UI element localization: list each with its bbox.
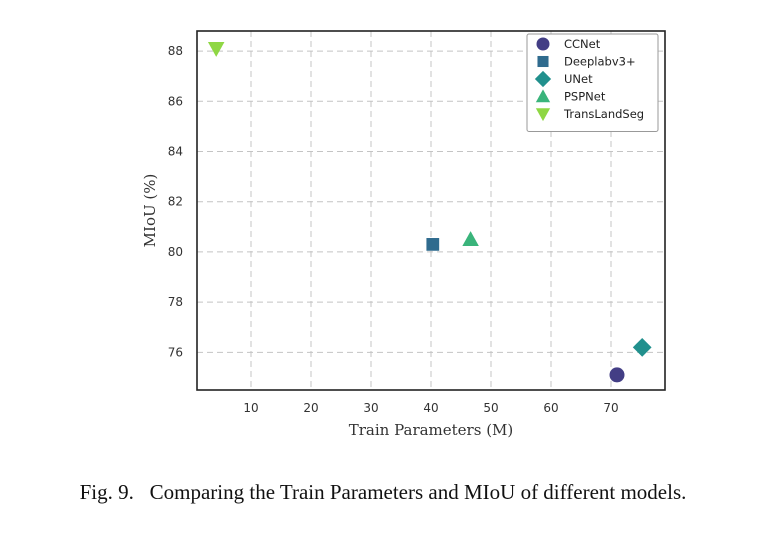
x-axis-ticks: 10 20 30 40 50 60 70 xyxy=(243,401,618,415)
x-tick-label: 60 xyxy=(543,401,558,415)
legend-marker-deeplabv3 xyxy=(537,55,549,68)
legend-label-pspnet: PSPNet xyxy=(564,90,606,104)
y-tick-label: 82 xyxy=(168,195,183,209)
legend: CCNet Deeplabv3+ UNet PSPNet TransLandSeg xyxy=(526,33,659,132)
legend-label-ccnet: CCNet xyxy=(564,37,601,51)
point-pspnet xyxy=(462,231,479,246)
legend-marker-translandseg xyxy=(535,108,551,122)
x-tick-label: 70 xyxy=(603,401,618,415)
legend-label-translandseg: TransLandSeg xyxy=(563,107,644,121)
y-axis-label: MIoU (%) xyxy=(141,174,159,248)
x-tick-label: 40 xyxy=(423,401,438,415)
y-axis-ticks: 76 78 80 82 84 86 88 xyxy=(168,44,183,359)
legend-label-deeplabv3: Deeplabv3+ xyxy=(564,55,636,69)
y-tick-label: 76 xyxy=(168,345,183,359)
x-axis-label: Train Parameters (M) xyxy=(349,421,514,439)
figure-caption: Fig. 9. Comparing the Train Parameters a… xyxy=(79,480,687,504)
legend-box xyxy=(526,33,659,132)
x-tick-label: 50 xyxy=(483,401,498,415)
legend-marker-ccnet xyxy=(536,37,550,51)
y-tick-label: 88 xyxy=(168,44,183,58)
plot-frame xyxy=(196,30,666,391)
legend-label-unet: UNet xyxy=(564,72,593,86)
x-tick-label: 20 xyxy=(303,401,318,415)
y-tick-label: 80 xyxy=(168,245,183,259)
x-tick-label: 30 xyxy=(363,401,378,415)
legend-marker-unet xyxy=(534,70,552,88)
y-tick-label: 78 xyxy=(168,295,183,309)
point-unet xyxy=(632,337,652,357)
point-deeplabv3 xyxy=(426,238,440,251)
y-tick-label: 84 xyxy=(168,145,183,159)
point-ccnet xyxy=(609,367,625,383)
y-tick-label: 86 xyxy=(168,94,183,108)
legend-marker-pspnet xyxy=(535,89,551,103)
scatter-chart: 10 20 30 40 50 60 70 76 78 80 82 84 86 88 Train Para… xyxy=(141,30,666,439)
point-translandseg xyxy=(207,41,225,57)
data-points xyxy=(207,41,652,383)
x-tick-label: 10 xyxy=(243,401,258,415)
